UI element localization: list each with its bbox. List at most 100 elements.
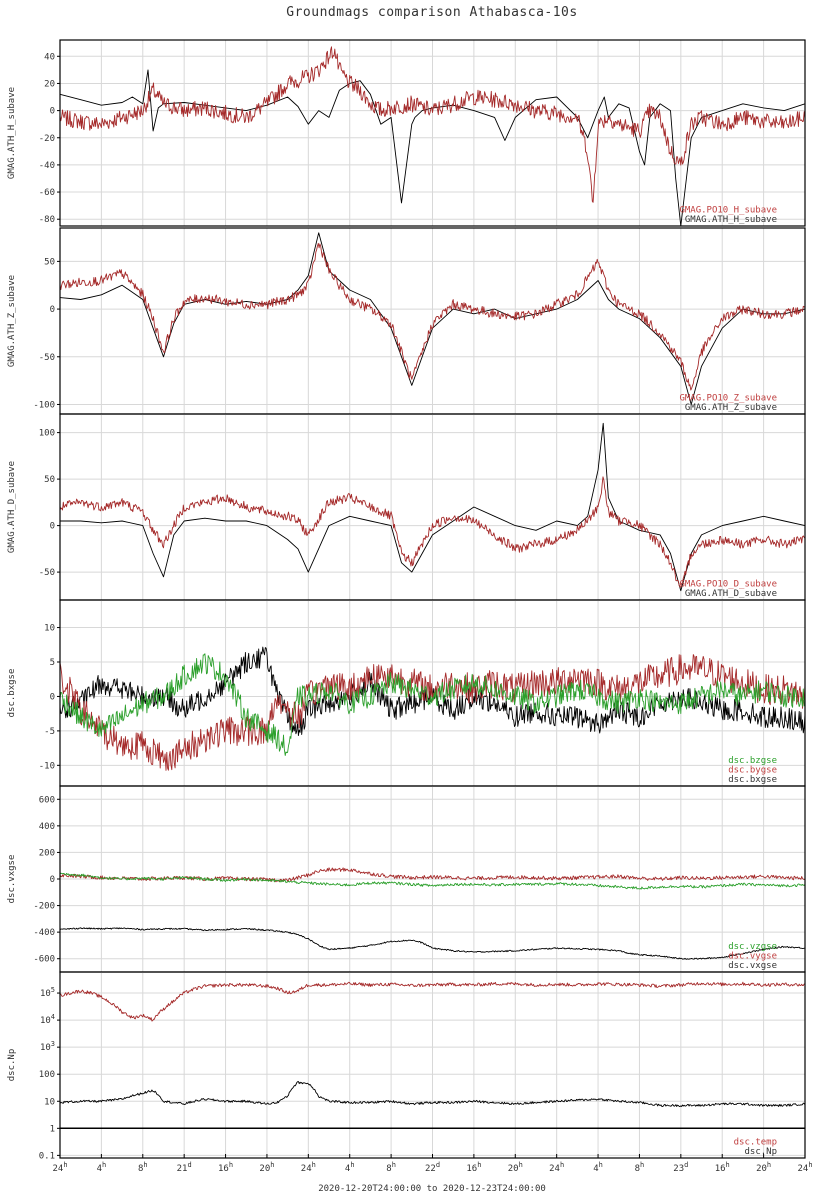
x-tick-unit: h xyxy=(726,1161,730,1169)
y-axis-label: GMAG.ATH_Z_subave xyxy=(7,275,17,367)
legend-entry: dsc.Np xyxy=(744,1147,777,1157)
y-tick-label: 0.1 xyxy=(39,1151,55,1161)
y-tick-label: -400 xyxy=(33,928,55,938)
y-tick-label: -200 xyxy=(33,902,55,912)
y-tick-label: 50 xyxy=(44,475,55,485)
y-tick-label: 40 xyxy=(44,52,55,62)
y-tick-label: 20 xyxy=(44,79,55,89)
x-tick-label: 20h xyxy=(756,1161,771,1174)
legend-entry: dsc.vzgse xyxy=(728,942,777,952)
x-tick-label: 20h xyxy=(259,1161,274,1174)
y-tick-label: 400 xyxy=(39,822,55,832)
x-tick-unit: h xyxy=(63,1161,67,1169)
x-tick-unit: h xyxy=(640,1161,644,1169)
x-tick-unit: h xyxy=(477,1161,481,1169)
x-tick-label: 21d xyxy=(177,1161,192,1174)
panel-3: 100500-50GMAG.ATH_D_subaveGMAG.PO10_D_su… xyxy=(7,413,806,601)
y-tick-label: 0 xyxy=(50,107,55,117)
y-tick-label: -20 xyxy=(39,134,55,144)
legend-entry: dsc.temp xyxy=(734,1138,777,1148)
x-tick-label: 24h xyxy=(301,1161,316,1174)
y-tick-label: -50 xyxy=(39,353,55,363)
y-tick-label: -60 xyxy=(39,188,55,198)
series-line-gmag-po10-z-subave xyxy=(59,242,806,391)
series-line-gmag-po10-h-subave xyxy=(59,46,806,203)
x-tick-unit: h xyxy=(560,1161,564,1169)
legend-entry: GMAG.ATH_Z_subave xyxy=(685,403,777,413)
series-line-dsc-vzgse xyxy=(59,872,806,890)
series-line-dsc-vxgse xyxy=(59,927,806,960)
x-tick-label: 24h xyxy=(549,1161,564,1174)
legend-entry: dsc.vygse xyxy=(728,952,777,962)
x-tick-unit: d xyxy=(436,1161,440,1169)
y-tick-label: 1 xyxy=(50,1124,55,1134)
x-tick-label: 22d xyxy=(425,1161,440,1174)
y-tick-label: 5 xyxy=(50,658,55,668)
legend-entry: dsc.bygse xyxy=(728,766,777,776)
y-tick-label: 0 xyxy=(50,875,55,885)
x-tick-label: 4h xyxy=(593,1161,603,1174)
y-tick-label: 0 xyxy=(50,522,55,532)
y-tick-label: -10 xyxy=(39,761,55,771)
y-tick-label: 0 xyxy=(50,305,55,315)
legend-entry: dsc.vxgse xyxy=(728,961,777,971)
x-tick-unit: d xyxy=(684,1161,688,1169)
y-tick-label: -5 xyxy=(44,727,55,737)
series-line-gmag-po10-d-subave xyxy=(59,476,806,588)
panel-4: 1050-5-10dsc.bxgsedsc.bzgsedsc.bygsedsc.… xyxy=(7,599,806,787)
legend-entry: GMAG.PO10_Z_subave xyxy=(679,394,777,404)
x-tick-unit: h xyxy=(519,1161,523,1169)
y-tick-label: 100 xyxy=(39,1070,55,1080)
y-axis-label: dsc.vxgse xyxy=(7,855,17,904)
y-tick-label: -80 xyxy=(39,215,55,225)
x-tick-label: 20h xyxy=(508,1161,523,1174)
x-tick-unit: h xyxy=(808,1161,812,1169)
legend-entry: dsc.bzgse xyxy=(728,756,777,766)
y-tick-label: 0 xyxy=(50,692,55,702)
y-axis-label: GMAG.ATH_H_subave xyxy=(7,87,17,179)
x-tick-label: 16h xyxy=(466,1161,481,1174)
x-tick-unit: h xyxy=(270,1161,274,1169)
y-tick-label: 105 xyxy=(40,986,55,999)
x-tick-label: 16h xyxy=(715,1161,730,1174)
time-range-footer: 2020-12-20T24:00:00 to 2020-12-23T24:00:… xyxy=(318,1184,546,1194)
x-tick-label: 23d xyxy=(673,1161,688,1174)
series-line-gmag-ath-h-subave xyxy=(59,69,806,227)
x-tick-label: 4h xyxy=(345,1161,355,1174)
y-tick-exponent: 5 xyxy=(51,986,55,994)
y-tick-exponent: 3 xyxy=(51,1040,55,1048)
legend-entry: GMAG.PO10_H_subave xyxy=(679,206,777,216)
legend-entry: GMAG.PO10_D_subave xyxy=(679,580,777,590)
y-tick-label: -40 xyxy=(39,161,55,171)
x-tick-label: 4h xyxy=(97,1161,107,1174)
y-tick-label: -100 xyxy=(33,400,55,410)
y-axis-label: dsc.Np xyxy=(7,1049,17,1082)
panel-2: 500-50-100GMAG.ATH_Z_subaveGMAG.PO10_Z_s… xyxy=(7,227,806,415)
legend-entry: GMAG.ATH_D_subave xyxy=(685,589,777,599)
y-tick-label: 600 xyxy=(39,795,55,805)
time-axis: 24h 4h 8h 21d 16h 20h 24h 4h 8h 22d 16h 20h 24h 4h 8h 2… xyxy=(52,1154,813,1174)
panels-group: 40200-20-40-60-80GMAG.ATH_H_subaveGMAG.P… xyxy=(7,39,806,1161)
x-tick-label: 24h xyxy=(52,1161,67,1174)
x-tick-label: 8h xyxy=(635,1161,645,1174)
y-tick-label: 104 xyxy=(40,1013,55,1026)
series-line-dsc-temp xyxy=(59,981,806,1022)
series-line-dsc-vygse xyxy=(59,867,806,883)
chart-title: Groundmags comparison Athabasca-10s xyxy=(286,5,577,20)
legend-entry: GMAG.ATH_H_subave xyxy=(685,215,777,225)
x-tick-unit: h xyxy=(767,1161,771,1169)
y-tick-label: 50 xyxy=(44,257,55,267)
x-tick-label: 8h xyxy=(138,1161,148,1174)
y-tick-label: -600 xyxy=(33,955,55,965)
x-tick-unit: h xyxy=(599,1161,603,1169)
x-tick-label: 24h xyxy=(797,1161,812,1174)
y-tick-label: 100 xyxy=(39,429,55,439)
series-line-dsc-np xyxy=(59,1081,806,1107)
y-axis-label: GMAG.ATH_D_subave xyxy=(7,461,17,553)
y-tick-label: 10 xyxy=(44,1097,55,1107)
panel-5: 600 400 200 0 -200 -400 -600 dsc.vxgse dsc.vzgse… xyxy=(7,785,806,973)
series-line-dsc-bzgse xyxy=(59,653,806,756)
series-line-dsc-bygse xyxy=(59,654,806,771)
x-tick-unit: h xyxy=(350,1161,354,1169)
